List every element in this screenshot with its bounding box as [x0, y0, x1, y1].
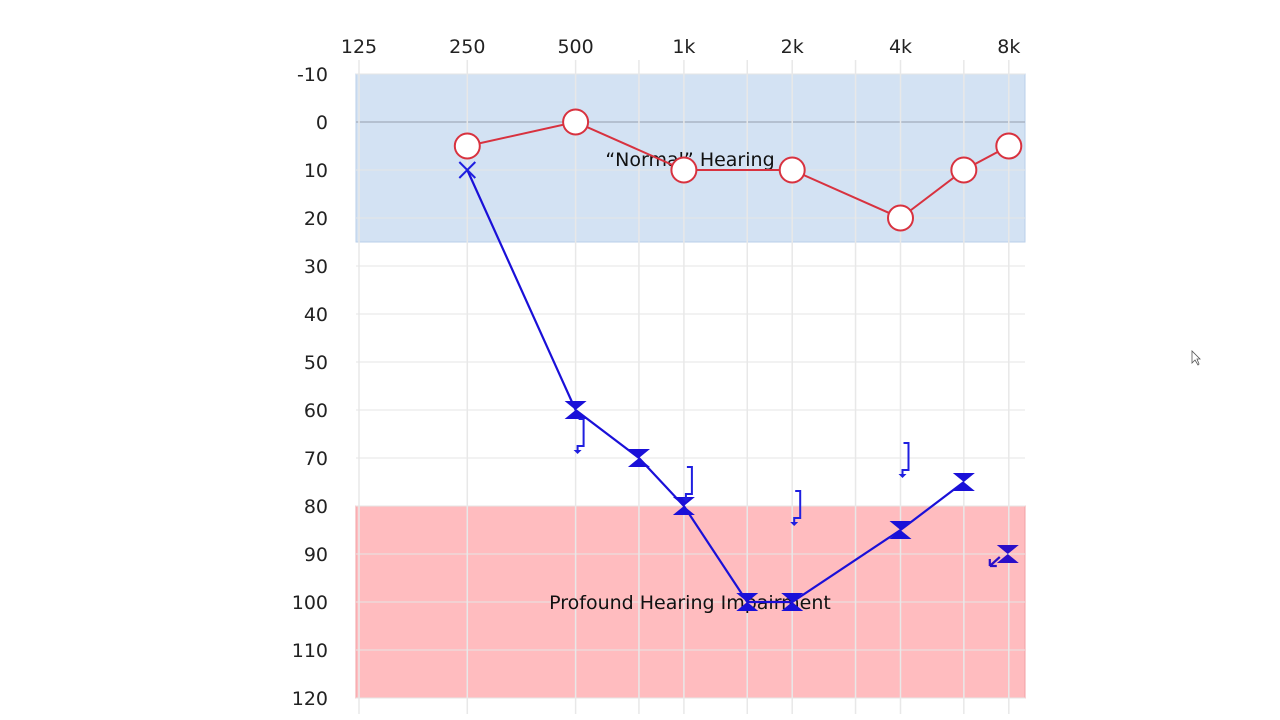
x-tick-label: 250 [449, 36, 485, 58]
hourglass-marker [672, 497, 695, 515]
x-tick-label: 500 [557, 36, 593, 58]
band-label: Profound Hearing Impairment [549, 592, 831, 614]
y-tick-label: 20 [304, 208, 328, 230]
circle-marker [778, 156, 806, 184]
no-response-arrow-icon [790, 522, 799, 526]
bracket-marker [684, 466, 693, 499]
y-tick-label: 80 [304, 496, 328, 518]
y-tick-label: -10 [297, 64, 328, 86]
hourglass-marker [627, 449, 650, 467]
y-tick-label: 0 [316, 112, 328, 134]
x-tick-label: 2k [781, 36, 804, 58]
x-tick-label: 8k [997, 36, 1020, 58]
no-response-arrow-icon [898, 474, 907, 478]
x-marker [458, 161, 477, 179]
series-line-left-ear [466, 169, 965, 604]
hourglass-marker [781, 593, 804, 611]
hourglass-marker [952, 473, 975, 491]
hourglass-marker [996, 545, 1019, 563]
y-tick-label: 50 [304, 352, 328, 374]
circle-marker [995, 132, 1023, 160]
x-tick-label: 125 [341, 36, 377, 58]
y-tick-label: 10 [304, 160, 328, 182]
bracket-marker [901, 442, 910, 475]
x-tick-label: 1k [672, 36, 695, 58]
circle-marker [453, 132, 481, 160]
circle-marker [562, 108, 590, 136]
y-tick-label: 70 [304, 448, 328, 470]
y-tick-label: 100 [292, 592, 328, 614]
hourglass-marker [889, 521, 912, 539]
circle-marker [887, 204, 914, 232]
bracket-marker [576, 418, 585, 451]
hourglass-marker [736, 593, 759, 611]
y-tick-label: 90 [304, 544, 328, 566]
circle-marker [670, 156, 698, 184]
hourglass-marker [564, 401, 587, 419]
no-response-arrow-icon [988, 556, 1001, 568]
y-tick-label: 40 [304, 304, 328, 326]
y-tick-label: 120 [292, 688, 328, 710]
no-response-arrow-icon [573, 450, 582, 454]
y-tick-label: 110 [292, 640, 328, 662]
x-tick-label: 4k [889, 36, 912, 58]
circle-marker [950, 156, 978, 184]
bracket-marker [793, 490, 802, 523]
y-tick-label: 30 [304, 256, 328, 278]
no-response-arrow-icon [681, 498, 690, 502]
y-tick-label: 60 [304, 400, 328, 422]
